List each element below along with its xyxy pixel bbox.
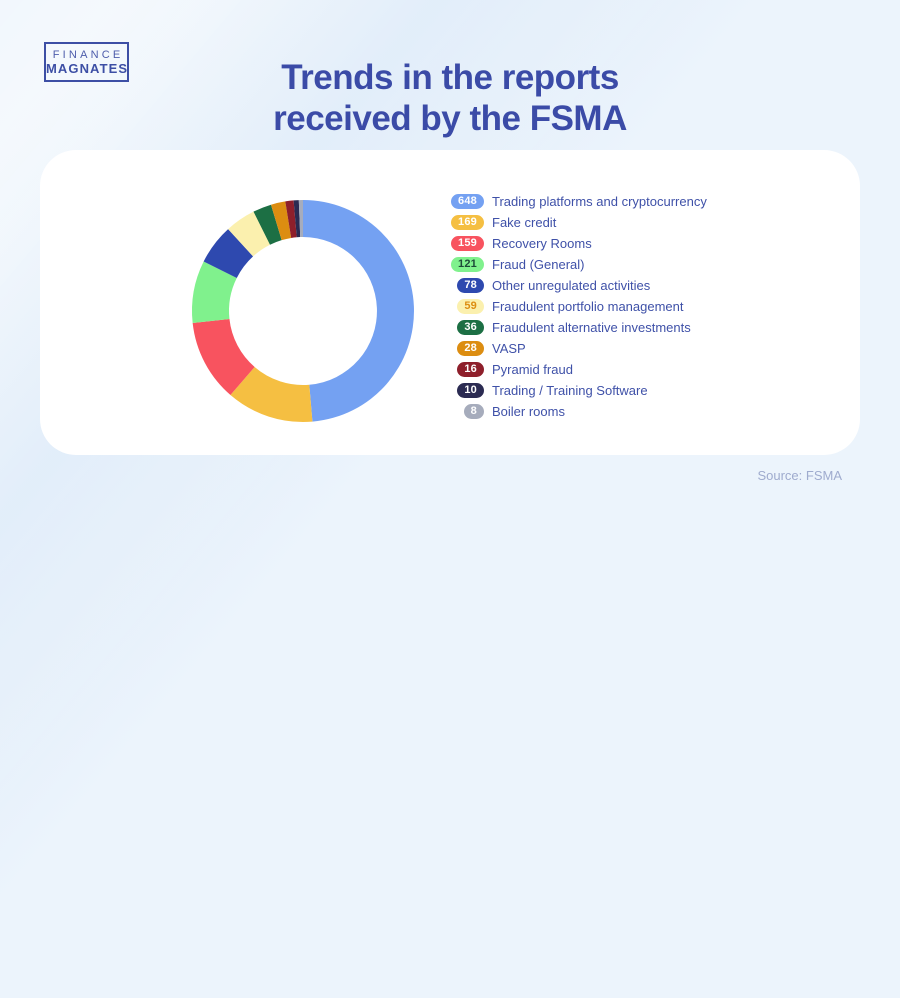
legend-item-pyramid-fraud: 16 Pyramid fraud bbox=[444, 359, 707, 380]
legend-label: Pyramid fraud bbox=[492, 362, 573, 377]
legend-label: Trading platforms and cryptocurrency bbox=[492, 194, 707, 209]
logo-text-magnates: MAGNATES bbox=[45, 60, 129, 76]
legend-item-trading-platforms-and-cryptocurrency: 648 Trading platforms and cryptocurrency bbox=[444, 191, 707, 212]
legend-badge-cell: 78 bbox=[444, 278, 484, 293]
donut-segment-fraud-general bbox=[191, 261, 237, 324]
legend-label: Other unregulated activities bbox=[492, 278, 651, 293]
legend-label: VASP bbox=[492, 341, 526, 356]
donut-segment-fake-credit bbox=[230, 367, 313, 422]
source-note: Source: FSMA bbox=[757, 468, 842, 483]
page-title-line1: Trends in the reports bbox=[281, 58, 619, 97]
logo-text-finance: FINANCE bbox=[52, 48, 124, 61]
legend-value-badge: 648 bbox=[451, 194, 484, 209]
chart-legend: 648 Trading platforms and cryptocurrency 1… bbox=[444, 191, 707, 422]
legend-value-badge: 78 bbox=[457, 278, 484, 293]
page-title: Trends in the reports received by the FS… bbox=[0, 57, 900, 139]
legend-item-vasp: 28 VASP bbox=[444, 338, 707, 359]
legend-label: Trading / Training Software bbox=[492, 383, 648, 398]
legend-item-boiler-rooms: 8 Boiler rooms bbox=[444, 401, 707, 422]
legend-badge-cell: 28 bbox=[444, 341, 484, 356]
legend-value-badge: 121 bbox=[451, 257, 484, 272]
legend-value-badge: 59 bbox=[457, 299, 484, 314]
donut-chart-wrap bbox=[188, 196, 418, 426]
donut-segment-vasp bbox=[271, 201, 292, 241]
legend-value-badge: 28 bbox=[457, 341, 484, 356]
legend-item-recovery-rooms: 159 Recovery Rooms bbox=[444, 233, 707, 254]
legend-label: Fraud (General) bbox=[492, 257, 585, 272]
legend-value-badge: 159 bbox=[451, 236, 484, 251]
donut-chart bbox=[191, 200, 414, 422]
finance-magnates-logo: FINANCE MAGNATES bbox=[44, 42, 129, 82]
legend-value-badge: 36 bbox=[457, 320, 484, 335]
legend-label: Fraudulent portfolio management bbox=[492, 299, 684, 314]
donut-segment-trading-platforms-and-cryptocurrency bbox=[303, 200, 414, 422]
legend-item-fake-credit: 169 Fake credit bbox=[444, 212, 707, 233]
legend-badge-cell: 8 bbox=[444, 404, 484, 419]
legend-value-badge: 8 bbox=[463, 404, 484, 419]
donut-segment-fraudulent-alternative-investments bbox=[253, 204, 282, 245]
chart-card: 648 Trading platforms and cryptocurrency 1… bbox=[40, 150, 860, 455]
donut-segment-trading-training-software bbox=[293, 200, 301, 238]
legend-badge-cell: 648 bbox=[444, 194, 484, 209]
legend-label: Boiler rooms bbox=[492, 404, 565, 419]
legend-label: Fraudulent alternative investments bbox=[492, 320, 691, 335]
donut-segment-other-unregulated-activities bbox=[203, 229, 254, 278]
legend-item-fraud-general: 121 Fraud (General) bbox=[444, 254, 707, 275]
legend-badge-cell: 36 bbox=[444, 320, 484, 335]
legend-badge-cell: 121 bbox=[444, 257, 484, 272]
legend-item-trading-training-software: 10 Trading / Training Software bbox=[444, 380, 707, 401]
legend-item-fraudulent-portfolio-management: 59 Fraudulent portfolio management bbox=[444, 296, 707, 317]
legend-label: Recovery Rooms bbox=[492, 236, 592, 251]
legend-value-badge: 16 bbox=[457, 362, 484, 377]
donut-segment-boiler-rooms bbox=[298, 200, 303, 238]
legend-label: Fake credit bbox=[492, 215, 557, 230]
donut-segment-recovery-rooms bbox=[192, 319, 255, 396]
legend-value-badge: 10 bbox=[457, 383, 484, 398]
legend-item-fraudulent-alternative-investments: 36 Fraudulent alternative investments bbox=[444, 317, 707, 338]
donut-segment-fraudulent-portfolio-management bbox=[228, 211, 270, 257]
legend-badge-cell: 10 bbox=[444, 383, 484, 398]
legend-badge-cell: 59 bbox=[444, 299, 484, 314]
legend-badge-cell: 159 bbox=[444, 236, 484, 251]
donut-segment-pyramid-fraud bbox=[285, 200, 297, 238]
legend-item-other-unregulated-activities: 78 Other unregulated activities bbox=[444, 275, 707, 296]
page-title-line2: received by the FSMA bbox=[273, 99, 627, 138]
legend-value-badge: 169 bbox=[451, 215, 484, 230]
legend-badge-cell: 169 bbox=[444, 215, 484, 230]
legend-badge-cell: 16 bbox=[444, 362, 484, 377]
